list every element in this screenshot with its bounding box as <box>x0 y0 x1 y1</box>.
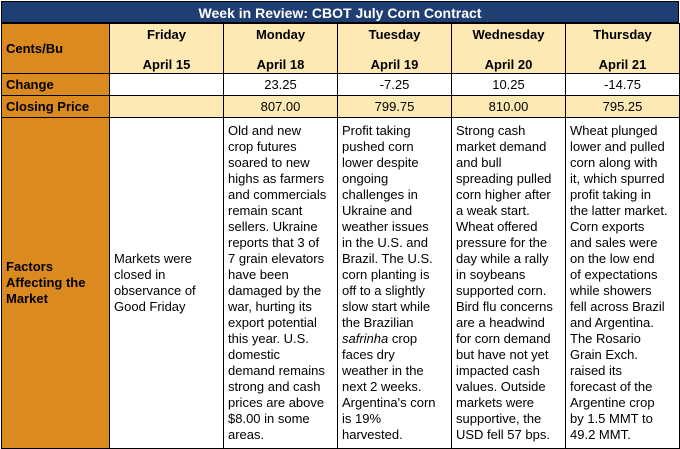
day-header-friday: Friday April 15 <box>109 23 224 74</box>
day-date: April 20 <box>484 57 533 72</box>
day-header-monday: Monday April 18 <box>223 23 338 74</box>
change-label: Change <box>1 73 110 96</box>
day-date: April 19 <box>370 57 419 72</box>
table-title: Week in Review: CBOT July Corn Contract <box>1 1 679 23</box>
day-header-thursday: Thursday April 21 <box>565 23 680 74</box>
review-table: Cents/Bu Friday April 15 Monday April 18… <box>1 23 680 449</box>
closing-price-value: 799.75 <box>337 95 452 118</box>
closing-price-label: Closing Price <box>1 95 110 118</box>
day-name: Thursday <box>593 27 652 42</box>
change-value: 10.25 <box>451 73 566 96</box>
change-row: Change 23.25 -7.25 10.25 -14.75 <box>1 73 680 96</box>
factors-text-thursday: Wheat plunged lower and pulled corn alon… <box>565 117 680 449</box>
day-header-tuesday: Tuesday April 19 <box>337 23 452 74</box>
day-date: April 15 <box>142 57 191 72</box>
closing-price-value: 795.25 <box>565 95 680 118</box>
day-name: Tuesday <box>368 27 421 42</box>
change-value: -14.75 <box>565 73 680 96</box>
day-name: Monday <box>255 27 306 42</box>
closing-price-row: Closing Price 807.00 799.75 810.00 795.2… <box>1 95 680 118</box>
day-date: April 18 <box>256 57 305 72</box>
change-value <box>109 73 224 96</box>
change-value: -7.25 <box>337 73 452 96</box>
factors-text-wednesday: Strong cash market demand and bull sprea… <box>451 117 566 449</box>
factors-label: Factors Affecting the Market <box>1 117 110 449</box>
factors-text-friday: Markets were closed in observance of Goo… <box>109 117 224 449</box>
closing-price-value <box>109 95 224 118</box>
day-header-wednesday: Wednesday April 20 <box>451 23 566 74</box>
factors-text-tuesday: Profit taking pushed corn lower despite … <box>337 117 452 449</box>
closing-price-value: 810.00 <box>451 95 566 118</box>
header-row: Cents/Bu Friday April 15 Monday April 18… <box>1 23 680 74</box>
factors-row: Factors Affecting the Market Markets wer… <box>1 117 680 449</box>
day-name: Wednesday <box>472 27 545 42</box>
change-value: 23.25 <box>223 73 338 96</box>
closing-price-value: 807.00 <box>223 95 338 118</box>
factors-text-monday: Old and new crop futures soared to new h… <box>223 117 338 449</box>
day-name: Friday <box>146 27 186 42</box>
day-date: April 21 <box>598 57 647 72</box>
units-label: Cents/Bu <box>1 23 110 74</box>
